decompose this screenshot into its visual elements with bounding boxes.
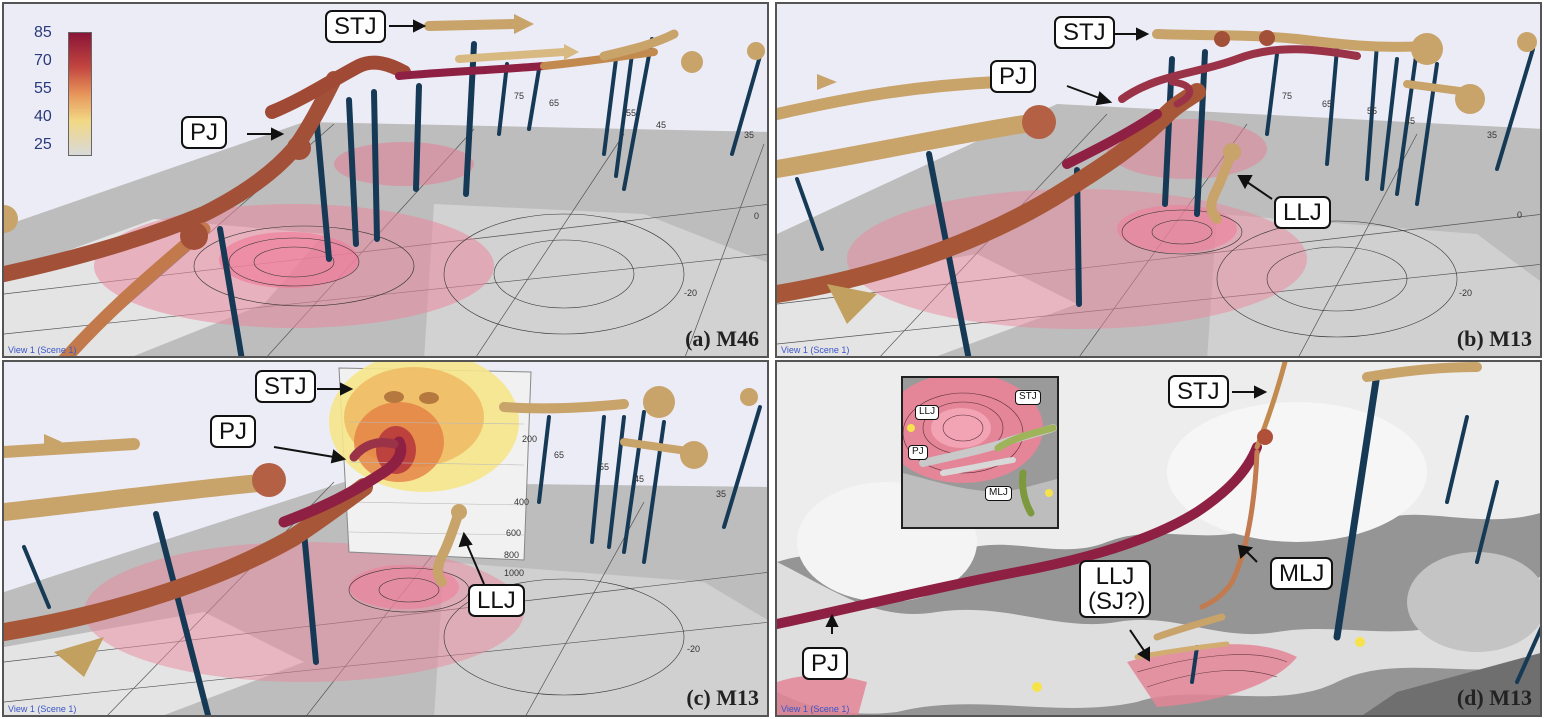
tick-label: 75 — [1282, 91, 1292, 101]
pj-tube — [777, 83, 1206, 303]
panel-c: 200 400 600 800 1000 65 55 45 — [2, 360, 769, 717]
tick-label: 55 — [626, 108, 636, 118]
pj-tube — [777, 442, 1262, 629]
tick-label: 0 — [1517, 210, 1522, 220]
tick-label: 45 — [656, 120, 666, 130]
panel-b: 75 65 55 45 35 0 -20 STJ PJ LLJ (b) M13 … — [775, 2, 1542, 358]
pj-tube — [4, 478, 373, 641]
llj-tube — [1153, 613, 1226, 641]
stj-label: STJ — [1168, 375, 1229, 409]
panel-d: STJ LLJ PJ MLJ STJ MLJ LLJ (SJ?) PJ (d) … — [775, 360, 1542, 717]
pj-label: PJ — [802, 647, 849, 681]
llj-label: LLJ (SJ?) — [1079, 560, 1151, 619]
tick-label: 65 — [1322, 99, 1332, 109]
view-label[interactable]: View 1 (Scene 1) — [781, 704, 850, 714]
stj-label: STJ — [325, 10, 386, 44]
pj-tube — [4, 71, 342, 282]
tick-label: 55 — [1367, 106, 1377, 116]
llj-label-line2: (SJ?) — [1088, 588, 1146, 616]
pj-label: PJ — [181, 116, 228, 150]
pj-label: PJ — [210, 415, 257, 449]
view-label[interactable]: View 1 (Scene 1) — [781, 345, 850, 355]
inset-map: STJ LLJ PJ MLJ — [901, 376, 1059, 529]
llj-tube — [1206, 147, 1237, 224]
panel-caption: (a) M46 — [685, 326, 759, 351]
colorbar-label: 55 — [34, 80, 52, 97]
stj-tube — [499, 399, 629, 414]
tick-label: -20 — [684, 288, 697, 298]
colorbar-label: 70 — [34, 52, 52, 69]
tick-label: 35 — [744, 130, 754, 140]
llj-label: LLJ — [468, 584, 525, 618]
tick-label: -20 — [1459, 288, 1472, 298]
panel-caption: (c) M13 — [686, 685, 759, 710]
tick-label: 600 — [506, 528, 521, 538]
mlj-label: MLJ — [1270, 557, 1334, 591]
colorbar-label: 25 — [34, 136, 52, 153]
tick-label: -20 — [687, 644, 700, 654]
mlj-tube — [1199, 449, 1260, 610]
tick-label: 400 — [514, 497, 529, 507]
tick-label: 35 — [716, 489, 726, 499]
colorbar-label: 40 — [34, 108, 52, 125]
llj-tube — [432, 507, 464, 587]
tick-label: 1000 — [504, 568, 524, 578]
inset-pj-label: PJ — [908, 445, 928, 460]
panel-b-scene: 75 65 55 45 35 0 -20 — [777, 27, 1540, 356]
stj-label: STJ — [1054, 16, 1115, 50]
inset-llj-label: LLJ — [915, 405, 940, 420]
stj-label: STJ — [255, 370, 316, 404]
panel-caption: (d) M13 — [1456, 685, 1532, 710]
stj-tube — [1152, 29, 1432, 52]
colorbar-label: 85 — [34, 24, 52, 41]
tick-label: 65 — [549, 98, 559, 108]
pj-label: PJ — [990, 60, 1037, 94]
inset-mlj-label: MLJ — [985, 486, 1012, 501]
colorbar — [68, 32, 92, 156]
panel-a-scene: 75 65 55 45 35 0 -20 — [4, 14, 767, 356]
tick-label: 45 — [1405, 116, 1415, 126]
panel-c-scene: 200 400 600 800 1000 65 55 45 — [4, 362, 767, 715]
tick-label: 45 — [634, 474, 644, 484]
panel-a: 75 65 55 45 35 0 -20 85 70 55 40 25 STJ … — [2, 2, 769, 358]
stj-tube — [395, 62, 548, 80]
panel-caption: (b) M13 — [1456, 326, 1532, 351]
tick-label: 65 — [554, 450, 564, 460]
tick-label: 75 — [514, 91, 524, 101]
tick-label: 0 — [754, 211, 759, 221]
panel-d-scene — [777, 362, 1540, 715]
tick-label: 200 — [522, 434, 537, 444]
llj-label-line1: LLJ — [1095, 563, 1135, 590]
tick-label: 55 — [599, 462, 609, 472]
view-label[interactable]: View 1 (Scene 1) — [8, 704, 77, 714]
llj-label: LLJ — [1274, 196, 1331, 230]
view-label[interactable]: View 1 (Scene 1) — [8, 345, 77, 355]
inset-stj-label: STJ — [1015, 390, 1041, 405]
tick-label: 35 — [1487, 130, 1497, 140]
tick-label: 800 — [504, 550, 519, 560]
